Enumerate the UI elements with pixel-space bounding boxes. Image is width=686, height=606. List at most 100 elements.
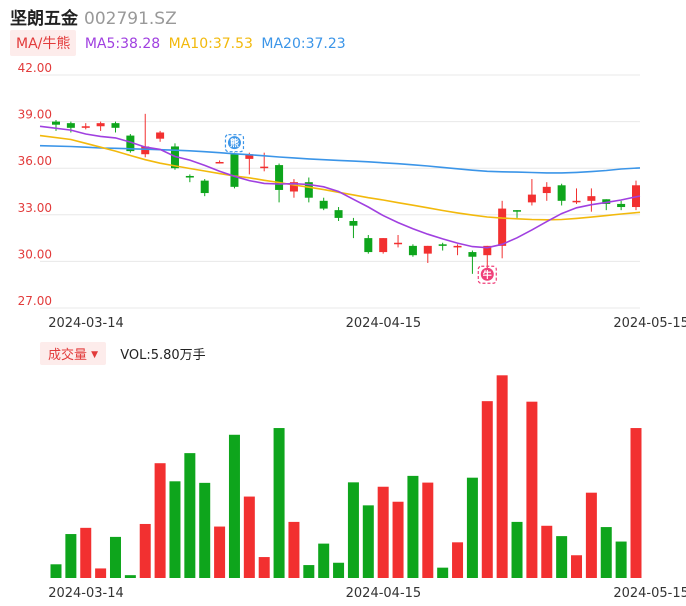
candle — [617, 200, 626, 211]
candle — [408, 244, 417, 257]
volume-bar — [199, 482, 211, 578]
volume-bar — [109, 536, 121, 578]
candle-body — [587, 196, 596, 201]
volume-bar — [571, 555, 583, 578]
candle — [587, 188, 596, 212]
volume-bar — [452, 542, 464, 578]
candle — [453, 244, 462, 256]
ma10-label: MA10:37.53 — [168, 36, 253, 52]
candle-body — [364, 238, 373, 253]
stock-header: 坚朗五金 002791.SZ — [10, 4, 177, 29]
volume-bar — [585, 492, 597, 578]
candle-body — [557, 185, 566, 201]
volume-bar — [511, 521, 523, 578]
candle-body — [394, 242, 403, 245]
candle-body — [453, 245, 462, 248]
candle — [81, 123, 90, 130]
candle-body — [170, 146, 179, 169]
x-tick-label: 2024-03-14 — [48, 316, 124, 331]
candle-body — [245, 154, 254, 159]
x-tick-label: 2024-04-15 — [346, 316, 422, 331]
ma-indicator-selector[interactable]: MA/牛熊 — [10, 30, 77, 56]
candle — [423, 245, 432, 263]
volume-bar — [362, 505, 374, 578]
y-tick-label: 33.00 — [18, 201, 52, 215]
candle-body — [513, 210, 522, 212]
candle-body — [81, 126, 90, 128]
candle — [438, 242, 447, 251]
volume-bar — [437, 567, 449, 578]
ma20-label: MA20:37.23 — [261, 36, 346, 52]
volume-bar — [95, 568, 107, 578]
x-tick-label: 2024-05-15 — [613, 586, 686, 601]
candle — [52, 120, 60, 131]
candle-body — [617, 203, 626, 208]
bear-signal-icon: 熊 — [224, 134, 245, 153]
candle-body — [542, 186, 551, 194]
volume-bar — [377, 486, 389, 578]
candle — [513, 210, 522, 218]
candle — [364, 234, 373, 254]
signal-badge — [480, 267, 494, 281]
y-tick-label: 30.00 — [18, 247, 52, 261]
volume-bar — [556, 536, 568, 578]
volume-bar — [124, 575, 136, 578]
signal-label: 熊 — [230, 137, 239, 149]
candle-body — [423, 245, 432, 254]
volume-bar — [303, 565, 315, 578]
candle — [111, 121, 120, 133]
volume-bar — [630, 428, 642, 578]
candle-body — [126, 135, 135, 152]
candle — [200, 179, 209, 197]
candle — [215, 160, 224, 164]
ma5-label: MA5:38.28 — [84, 36, 161, 52]
volume-bar — [243, 496, 255, 578]
candle — [632, 180, 640, 211]
y-tick-label: 27.00 — [18, 294, 52, 308]
volume-value: VOL:5.80万手 — [120, 348, 206, 363]
candle — [602, 199, 611, 211]
volume-bar — [496, 375, 508, 578]
candle-body — [334, 210, 343, 218]
candle — [185, 174, 194, 183]
candle-body — [438, 244, 447, 246]
y-tick-label: 36.00 — [18, 154, 52, 168]
candle — [334, 207, 343, 222]
candle — [96, 121, 105, 131]
candle-body — [468, 252, 477, 257]
volume-bar — [228, 434, 240, 578]
candle-body — [289, 182, 298, 192]
caret-down-icon: ▼ — [91, 350, 99, 360]
y-tick-label: 39.00 — [18, 108, 52, 122]
candle-body — [408, 245, 417, 256]
volume-bar — [541, 525, 553, 578]
volume-bar — [333, 562, 345, 578]
candle — [542, 182, 551, 201]
volume-bar — [347, 482, 359, 578]
candle — [379, 238, 388, 254]
candle-body — [483, 245, 492, 256]
candle — [319, 197, 328, 211]
x-tick-label: 2024-03-14 — [48, 586, 124, 601]
candle-body — [141, 146, 150, 155]
candle — [349, 217, 358, 239]
candle — [245, 152, 254, 175]
x-tick-label: 2024-05-15 — [613, 316, 686, 331]
candle — [289, 179, 298, 198]
candle-body — [527, 194, 536, 203]
candlesticks — [52, 113, 640, 274]
stock-name: 坚朗五金 — [10, 9, 78, 29]
date-axis-volume: 2024-03-14 2024-04-15 2024-05-15 — [48, 586, 686, 601]
volume-bars — [50, 375, 642, 578]
candle — [498, 200, 507, 259]
volume-indicator-selector[interactable]: 成交量 ▼ — [40, 342, 107, 365]
volume-bar — [392, 501, 404, 578]
volume-bar — [318, 543, 330, 578]
candle-body — [156, 132, 165, 139]
candle-body — [260, 166, 269, 169]
candle-body — [52, 121, 60, 125]
candle — [230, 152, 239, 189]
volume-bar — [273, 428, 285, 578]
candle-body — [319, 200, 328, 209]
